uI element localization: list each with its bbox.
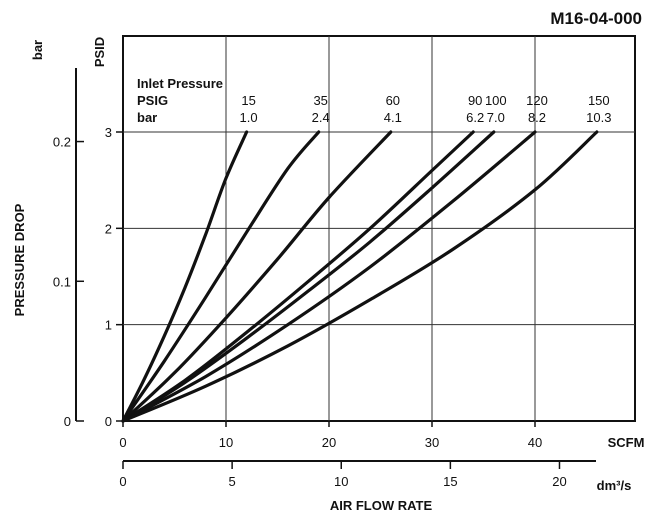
legend-psig-15: 15 — [241, 93, 255, 108]
legend-bar-35: 2.4 — [312, 110, 330, 125]
legend-bar-90: 6.2 — [466, 110, 484, 125]
psid-tick-label: 2 — [105, 221, 112, 236]
legend-psig-label: PSIG — [137, 93, 168, 108]
dm3s-unit-label: dm³/s — [597, 478, 632, 493]
legend-psig-150: 150 — [588, 93, 610, 108]
legend-bar-120: 8.2 — [528, 110, 546, 125]
legend-psig-100: 100 — [485, 93, 507, 108]
dm3s-tick-label: 0 — [119, 474, 126, 489]
curve-150-psig — [121, 130, 599, 423]
legend-bar-60: 4.1 — [384, 110, 402, 125]
curve-100-psig — [121, 130, 496, 423]
bar-tick-label: 0.1 — [53, 274, 71, 289]
legend-bar-150: 10.3 — [586, 110, 611, 125]
curve-35-psig — [121, 130, 321, 423]
curve-15-psig — [121, 130, 249, 423]
curve-60-psig — [121, 130, 393, 423]
legend-bar-label: bar — [137, 110, 157, 125]
legend-psig-90: 90 — [468, 93, 482, 108]
outer-unit-bar: bar — [30, 40, 45, 60]
bar-tick-label: 0 — [64, 414, 71, 429]
dm3s-tick-label: 5 — [229, 474, 236, 489]
dm3s-tick-label: 20 — [552, 474, 566, 489]
psid-tick-label: 1 — [105, 318, 112, 333]
dm3s-tick-label: 15 — [443, 474, 457, 489]
legend-psig-60: 60 — [386, 93, 400, 108]
scfm-tick-label: 40 — [528, 435, 542, 450]
left-axis-title: PRESSURE DROP — [12, 203, 27, 316]
curve-90-psig — [121, 130, 475, 423]
legend-bar-15: 1.0 — [240, 110, 258, 125]
legend-bar-100: 7.0 — [487, 110, 505, 125]
scfm-tick-label: 0 — [119, 435, 126, 450]
psid-tick-label: 3 — [105, 125, 112, 140]
psid-tick-label: 0 — [105, 414, 112, 429]
scfm-tick-label: 10 — [219, 435, 233, 450]
curve-120-psig — [121, 130, 537, 423]
bar-tick-label: 0.2 — [53, 135, 71, 150]
legend-psig-35: 35 — [313, 93, 327, 108]
inner-unit-psid: PSID — [92, 37, 107, 67]
legend-title: Inlet Pressure — [137, 76, 223, 91]
chart-code: M16-04-000 — [550, 9, 642, 28]
scfm-unit-label: SCFM — [608, 435, 645, 450]
bottom-axis-title: AIR FLOW RATE — [330, 498, 433, 513]
legend-psig-120: 120 — [526, 93, 548, 108]
dm3s-tick-label: 10 — [334, 474, 348, 489]
scfm-tick-label: 20 — [322, 435, 336, 450]
scfm-tick-label: 30 — [425, 435, 439, 450]
